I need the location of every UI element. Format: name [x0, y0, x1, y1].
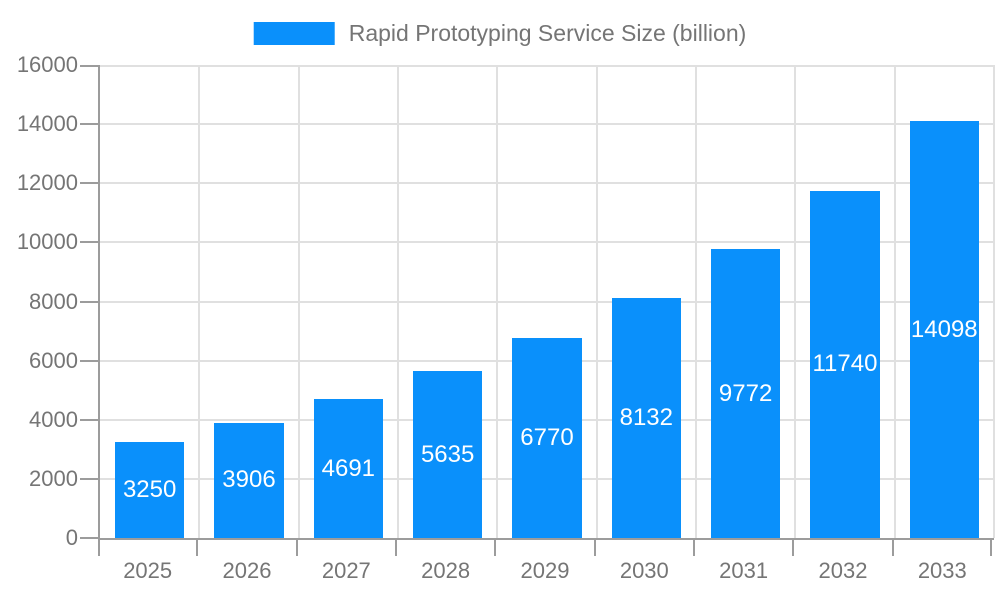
- grid-line-vertical: [397, 65, 399, 538]
- x-axis-tick: [98, 540, 100, 556]
- x-axis-tick: [593, 540, 596, 556]
- bar-slot: 14098: [895, 65, 994, 538]
- bar: 5635: [412, 371, 483, 538]
- grid-line-vertical: [198, 65, 201, 538]
- bar-value-label: 8132: [619, 403, 673, 431]
- grid-line-horizontal: [100, 123, 994, 126]
- y-tick-label: 8000: [29, 288, 78, 314]
- bar: 4691: [313, 399, 384, 538]
- y-axis-tick: [80, 477, 98, 480]
- bar-value-label: 14098: [910, 315, 978, 343]
- bar: 3250: [114, 441, 185, 538]
- x-tick-label: 2030: [619, 558, 669, 583]
- bar-value-label: 3906: [222, 466, 276, 494]
- y-tick-label: 16000: [16, 52, 78, 77]
- y-tick-label: 2000: [29, 465, 78, 491]
- bar-value-label: 5635: [420, 440, 475, 468]
- bar-slot: 11740: [795, 65, 894, 538]
- y-axis-tick: [80, 300, 98, 303]
- grid-line-horizontal: [100, 65, 994, 67]
- y-tick-label: 12000: [16, 170, 78, 196]
- grid-line-horizontal: [100, 300, 994, 303]
- x-tick-label: 2032: [818, 558, 868, 583]
- bar-slot: 3906: [199, 65, 298, 538]
- x-tick-label: 2026: [222, 558, 272, 583]
- y-tick-label: 10000: [16, 229, 78, 255]
- bar-slot: 9772: [696, 65, 795, 538]
- y-axis-tick: [80, 123, 98, 126]
- legend-swatch: [253, 22, 335, 45]
- x-axis-tick: [494, 540, 497, 556]
- bar: 8132: [611, 297, 682, 538]
- grid-line-horizontal: [100, 182, 994, 185]
- y-axis-tick: [80, 182, 98, 185]
- x-tick-label: 2025: [123, 558, 173, 583]
- bar-value-label: 11740: [812, 350, 878, 378]
- y-tick-label: 0: [65, 525, 78, 550]
- bar-value-label: 6770: [520, 423, 574, 451]
- bar-slot: 6770: [497, 65, 596, 538]
- bar: 9772: [710, 249, 781, 538]
- bar-slot: 5635: [398, 65, 497, 538]
- grid-line-vertical: [595, 65, 598, 538]
- grid-line-vertical: [794, 65, 797, 538]
- y-axis-tick: [80, 65, 98, 67]
- x-axis-ticks: [98, 540, 992, 556]
- y-axis-ticks: [80, 65, 98, 539]
- x-tick-label: 2033: [917, 558, 967, 583]
- x-tick-label: 2028: [421, 558, 471, 583]
- bar-slot: 3250: [100, 65, 199, 538]
- bar-value-label: 4691: [321, 454, 376, 482]
- x-axis-tick: [990, 540, 992, 556]
- x-axis-tick: [395, 540, 397, 556]
- bar-slot: 8132: [597, 65, 696, 538]
- bar-value-label: 3250: [122, 475, 177, 503]
- x-axis-tick: [693, 540, 695, 556]
- x-axis-tick: [792, 540, 795, 556]
- grid-line-vertical: [695, 65, 697, 538]
- y-axis-tick: [80, 359, 98, 362]
- y-tick-label: 4000: [29, 406, 78, 432]
- legend-label: Rapid Prototyping Service Size (billion): [348, 20, 747, 46]
- bar: 6770: [512, 337, 582, 538]
- legend[interactable]: Rapid Prototyping Service Size (billion): [253, 20, 747, 47]
- y-axis-tick: [80, 537, 98, 539]
- y-tick-label: 6000: [29, 347, 78, 373]
- bar: 3906: [214, 422, 284, 538]
- grid-line-vertical: [297, 65, 300, 538]
- y-axis-labels: 0 2000 4000 6000 8000 10000 12000 14000 16000: [0, 53, 78, 550]
- y-axis-tick: [80, 241, 98, 244]
- x-tick-label: 2029: [520, 558, 570, 583]
- y-tick-label: 14000: [16, 111, 78, 137]
- bar-value-label: 9772: [718, 379, 773, 407]
- x-axis-tick: [295, 540, 298, 556]
- bar: 11740: [810, 190, 880, 538]
- x-tick-label: 2031: [719, 558, 769, 583]
- x-axis-labels: 2025 2026 2027 2028 2029 2030 2031 2032 2033: [98, 558, 992, 584]
- bars-container: 3250 3906 4691 5635 6770 8132 9772 11740 14098: [100, 65, 994, 538]
- grid-line-vertical: [893, 65, 896, 538]
- x-axis-tick: [196, 540, 199, 556]
- bar: 14098: [909, 121, 980, 538]
- grid-line-vertical: [496, 65, 499, 538]
- bar-slot: 4691: [299, 65, 398, 538]
- plot-area: 3250 3906 4691 5635 6770 8132 9772 11740 14098: [98, 65, 995, 540]
- y-axis-tick: [80, 418, 98, 421]
- x-axis-tick: [891, 540, 894, 556]
- grid-line-horizontal: [100, 241, 994, 244]
- grid-line-vertical: [993, 65, 995, 538]
- x-tick-label: 2027: [321, 558, 371, 583]
